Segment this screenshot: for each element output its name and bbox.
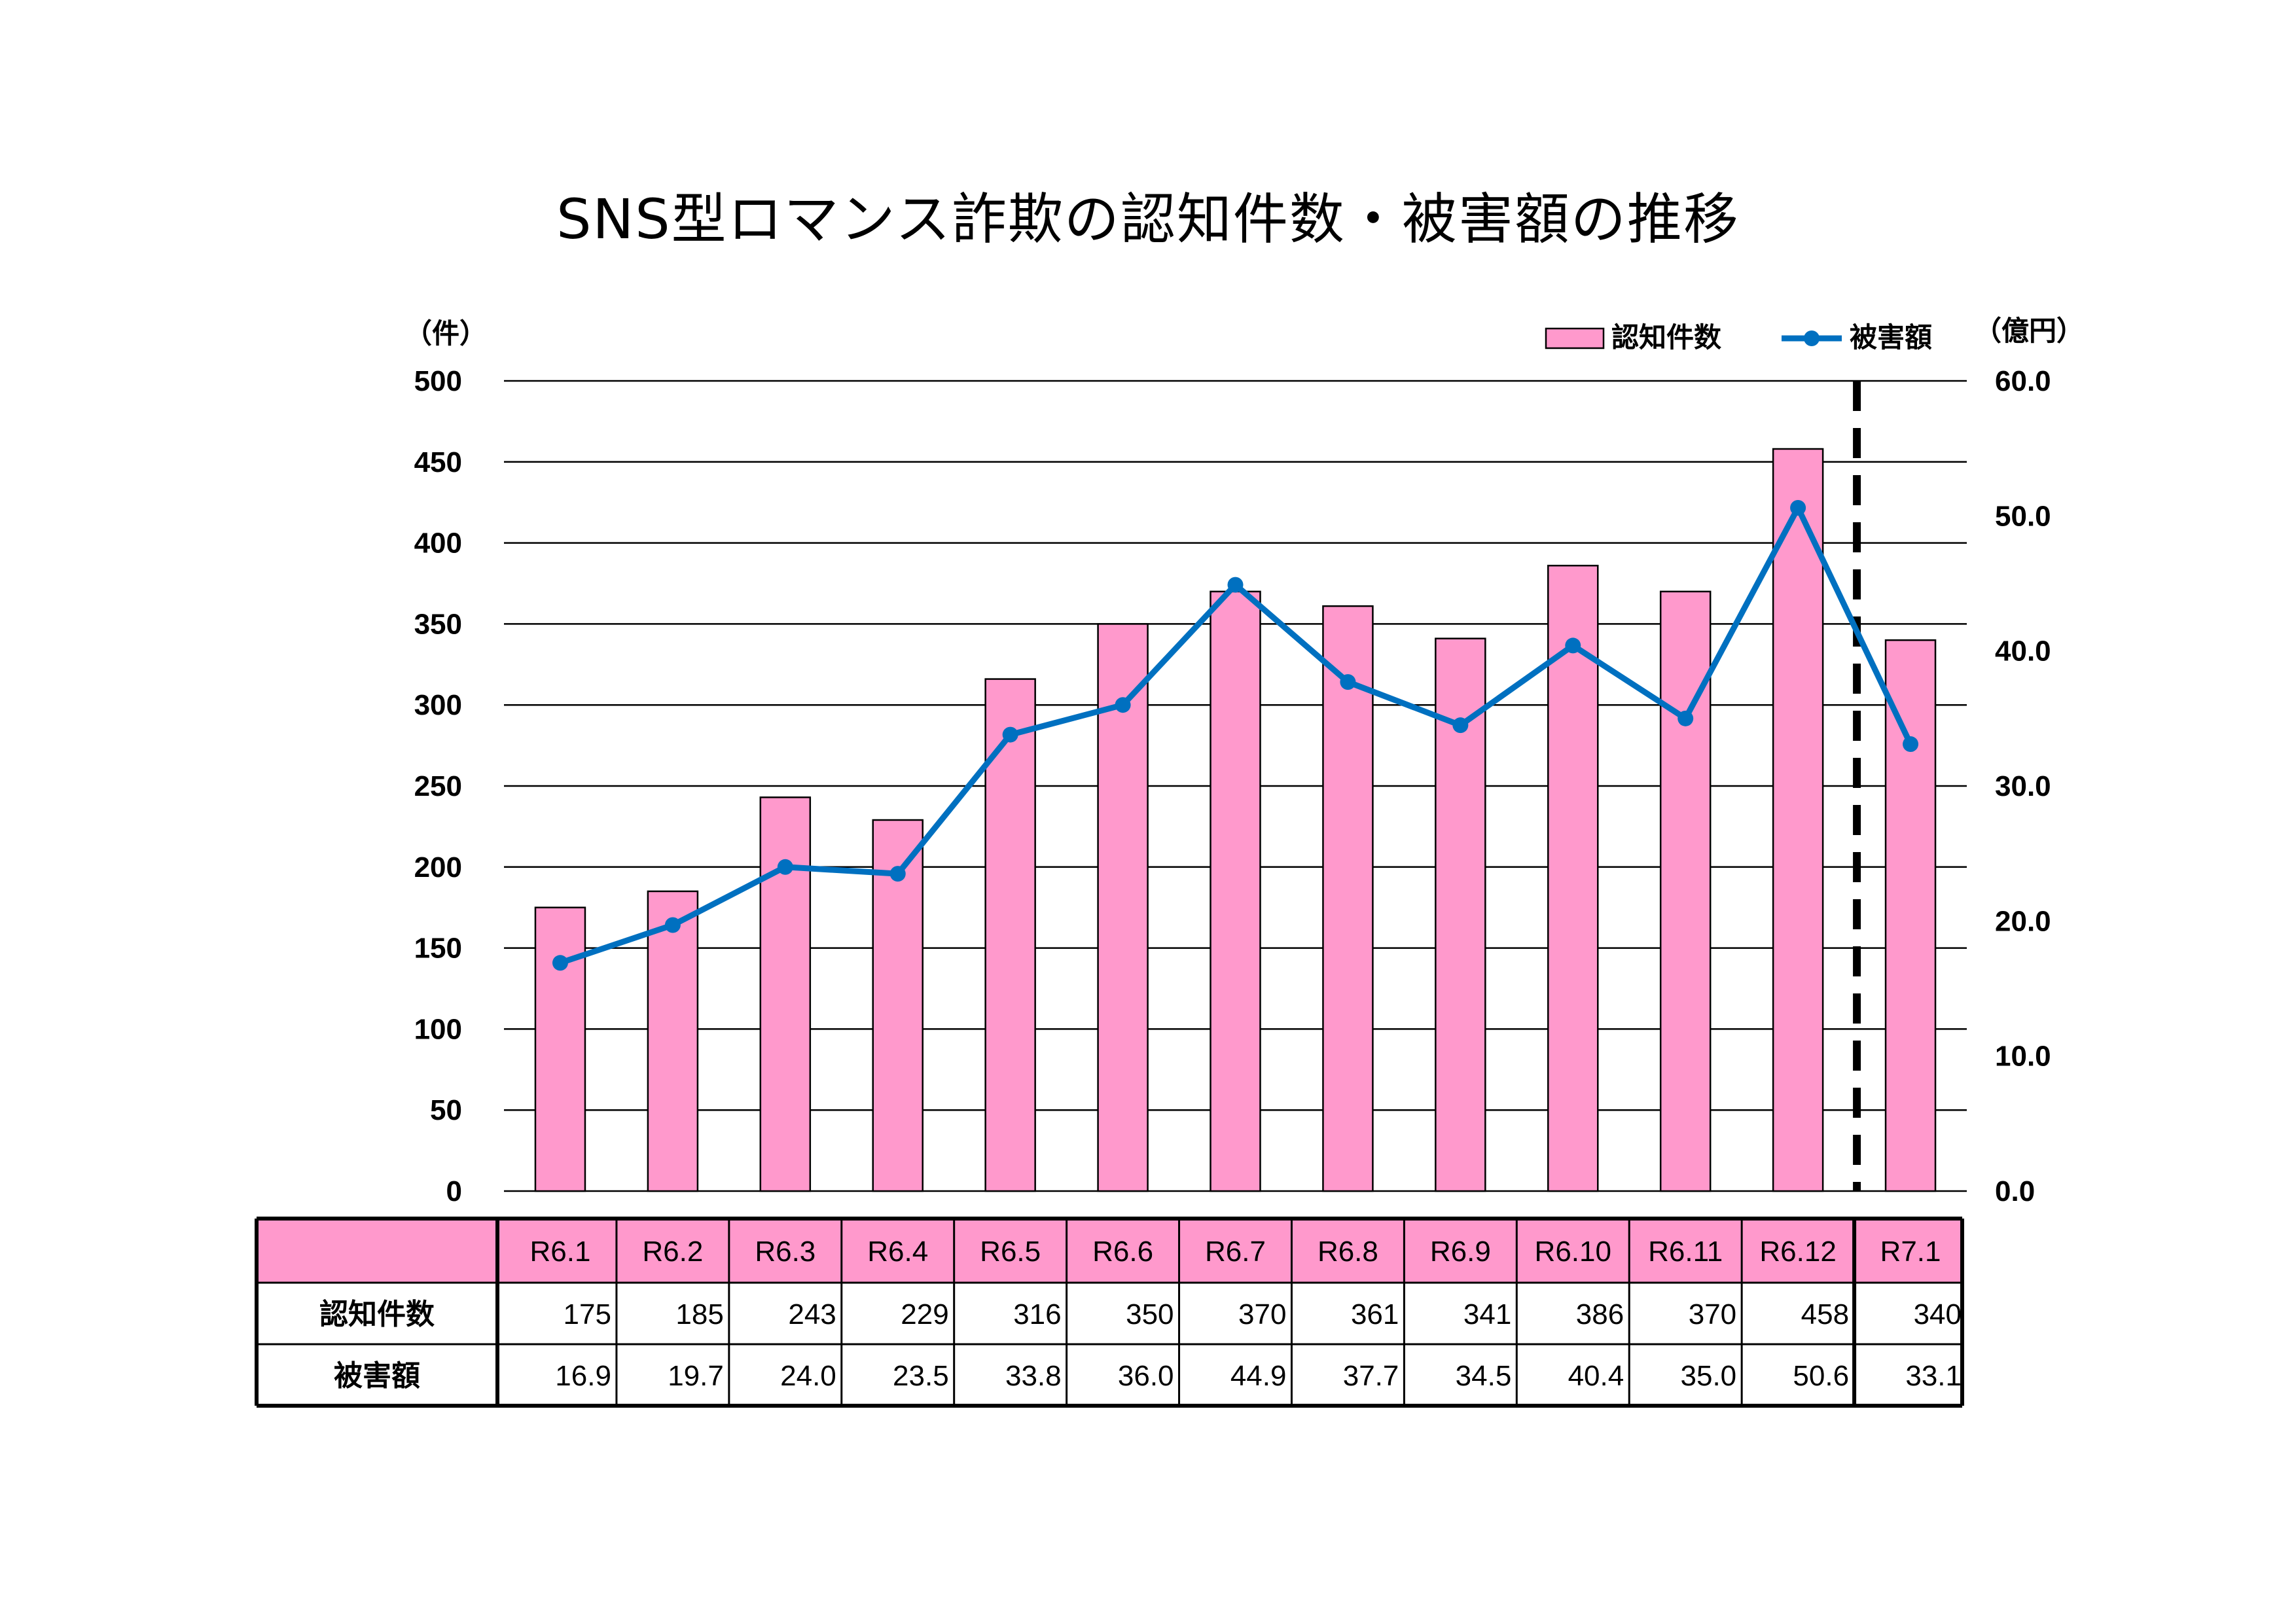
y-right-unit: （億円）	[1974, 315, 2084, 346]
chart-title: SNS型ロマンス詐欺の認知件数・被害額の推移	[556, 187, 1740, 251]
table-cell: 361	[1351, 1298, 1399, 1330]
table-cell: 316	[1013, 1298, 1061, 1330]
line-point	[1452, 717, 1469, 734]
line-point	[777, 859, 793, 875]
bar	[872, 819, 924, 1192]
table-cell: 458	[1801, 1298, 1849, 1330]
bar	[984, 678, 1036, 1192]
line-point	[1002, 726, 1018, 743]
table-cell: 175	[564, 1298, 611, 1330]
table-cell: 37.7	[1343, 1360, 1399, 1392]
y-left-unit: （件）	[404, 318, 487, 349]
line-point	[1790, 499, 1806, 516]
table-cell: 243	[788, 1298, 836, 1330]
table-cell: 19.7	[668, 1360, 724, 1392]
line-point	[1340, 674, 1356, 690]
y-left-tick-label: 350	[414, 608, 462, 640]
table-category-label: R6.9	[1430, 1236, 1491, 1268]
legend: 認知件数 被害額	[1545, 322, 1932, 353]
table-row-label: 被害額	[334, 1360, 420, 1392]
y-right-tick-label: 30.0	[1995, 770, 2051, 802]
y-left-tick-label: 200	[414, 851, 462, 883]
y-left-tick-label: 500	[414, 365, 462, 397]
y-right-tick-label: 10.0	[1995, 1041, 2051, 1073]
legend-bar-label: 認知件数	[1611, 322, 1721, 353]
table-cell: 50.6	[1793, 1360, 1849, 1392]
table-category-label: R6.1	[529, 1236, 590, 1268]
line-point	[664, 917, 681, 933]
axis-labels: 0 50 100 150 200 250 300 350 400 450 500 0.0 10.0 20.…	[404, 315, 2084, 1207]
table-category-label: R6.6	[1092, 1236, 1153, 1268]
table-cell: 185	[675, 1298, 723, 1330]
line-point	[1903, 736, 1919, 753]
legend-line-marker	[1804, 330, 1820, 346]
y-left-tick-label: 150	[414, 933, 462, 965]
table-cell: 35.0	[1681, 1360, 1737, 1392]
line-point	[1115, 697, 1131, 713]
line-point	[1677, 710, 1694, 726]
table-cell: 24.0	[780, 1360, 836, 1392]
table-category-label: R7.1	[1880, 1236, 1941, 1268]
y-left-tick-label: 50	[430, 1094, 462, 1126]
y-right-tick-label: 50.0	[1995, 500, 2051, 532]
table-cell: 33.1	[1905, 1360, 1962, 1392]
y-left-tick-label: 250	[414, 770, 462, 802]
line-point	[552, 955, 568, 971]
line-point	[1565, 637, 1581, 654]
table-header-fill	[257, 1219, 1962, 1283]
table-cell: 34.5	[1456, 1360, 1512, 1392]
table-cell: 386	[1576, 1298, 1624, 1330]
table-cell: 370	[1238, 1298, 1286, 1330]
y-right-tick-label: 0.0	[1995, 1175, 2035, 1207]
line-point	[889, 866, 906, 882]
legend-line-label: 被害額	[1850, 322, 1932, 353]
y-left-tick-label: 100	[414, 1013, 462, 1045]
table-cell: 16.9	[555, 1360, 611, 1392]
y-left-tick-label: 0	[446, 1175, 462, 1207]
table-category-label: R6.4	[867, 1236, 928, 1268]
bar	[1547, 565, 1599, 1192]
line-point	[1227, 577, 1244, 593]
line-series	[552, 499, 1919, 971]
y-left-tick-label: 450	[414, 446, 462, 478]
table-category-label: R6.3	[755, 1236, 816, 1268]
y-left-tick-label: 400	[414, 527, 462, 560]
table-category-label: R6.5	[980, 1236, 1041, 1268]
bar	[1097, 623, 1149, 1192]
bar-series	[534, 448, 1937, 1192]
y-right-tick-label: 60.0	[1995, 365, 2051, 397]
table-category-label: R6.11	[1648, 1236, 1723, 1268]
table-category-label: R6.8	[1318, 1236, 1378, 1268]
legend-bar-swatch	[1545, 327, 1605, 349]
bar	[1322, 605, 1374, 1192]
table-cell: 44.9	[1230, 1360, 1287, 1392]
table-cell: 370	[1689, 1298, 1736, 1330]
y-left-tick-label: 300	[414, 689, 462, 721]
data-table: R6.1 R6.2 R6.3 R6.4 R6.5 R6.6 R6.7 R6.8 R6.9 R6.1…	[255, 1217, 1964, 1408]
table-cell: 33.8	[1005, 1360, 1062, 1392]
table-cell: 40.4	[1568, 1360, 1624, 1392]
bar	[1210, 590, 1261, 1192]
table-cell: 341	[1463, 1298, 1511, 1330]
table-category-label: R6.2	[642, 1236, 703, 1268]
bar	[647, 890, 699, 1192]
bar	[759, 796, 812, 1192]
y-right-tick-label: 20.0	[1995, 905, 2051, 937]
table-cell: 23.5	[893, 1360, 949, 1392]
table-category-label: R6.7	[1205, 1236, 1266, 1268]
bar	[1884, 639, 1937, 1192]
table-category-label: R6.12	[1759, 1236, 1836, 1268]
table-row-label: 認知件数	[319, 1298, 435, 1330]
table-cell: 36.0	[1118, 1360, 1174, 1392]
y-right-tick-label: 40.0	[1995, 635, 2051, 668]
bar	[1772, 448, 1824, 1192]
table-cell: 340	[1914, 1298, 1962, 1330]
table-category-label: R6.10	[1535, 1236, 1611, 1268]
table-cell: 350	[1126, 1298, 1174, 1330]
bar	[534, 906, 586, 1192]
table-cell: 229	[901, 1298, 948, 1330]
